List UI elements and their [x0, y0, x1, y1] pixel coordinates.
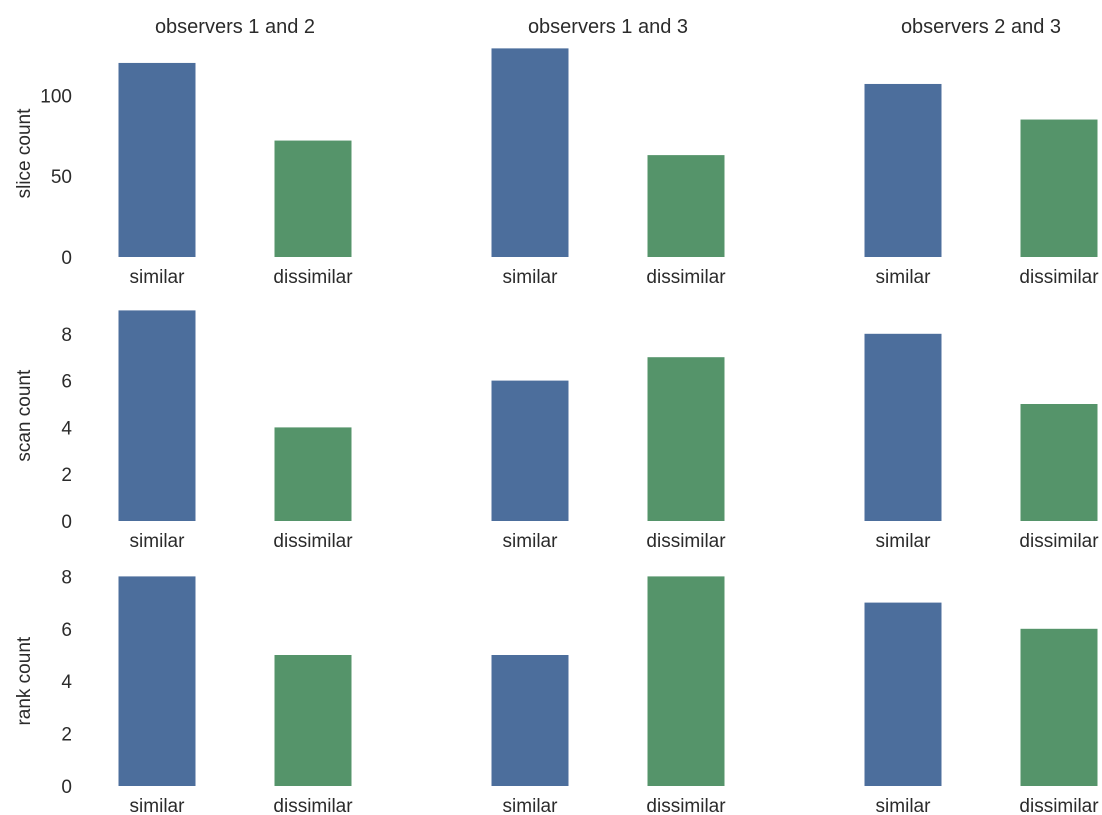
- y-tick-label: 8: [61, 567, 72, 588]
- bar-dissimilar: [647, 576, 725, 786]
- y-tick-label: 100: [40, 86, 72, 107]
- x-tick-label: similar: [130, 267, 186, 288]
- x-tick-label: similar: [503, 531, 559, 552]
- x-tick-label: dissimilar: [646, 531, 726, 552]
- x-tick-label: dissimilar: [273, 267, 353, 288]
- bar-dissimilar: [1020, 628, 1098, 786]
- y-tick-label: 2: [61, 725, 72, 746]
- panel-title-3: observers 2 and 3: [901, 16, 1061, 38]
- x-tick-label: dissimilar: [646, 796, 726, 815]
- bar-dissimilar: [647, 155, 725, 257]
- x-tick-label: similar: [876, 796, 932, 815]
- y-axis-label: slice count: [14, 108, 35, 198]
- x-tick-label: similar: [876, 267, 932, 288]
- y-tick-label: 8: [61, 325, 72, 346]
- bar-similar: [118, 576, 196, 786]
- x-tick-label: dissimilar: [646, 267, 726, 288]
- bar-dissimilar: [1020, 404, 1098, 521]
- bar-similar: [864, 333, 942, 521]
- bar-dissimilar: [274, 427, 352, 521]
- y-tick-label: 0: [61, 512, 72, 533]
- x-tick-label: dissimilar: [1019, 531, 1099, 552]
- x-tick-label: similar: [130, 531, 186, 552]
- bar-similar: [864, 602, 942, 786]
- x-tick-label: dissimilar: [1019, 796, 1099, 815]
- x-tick-label: dissimilar: [1019, 267, 1099, 288]
- y-tick-label: 6: [61, 620, 72, 641]
- x-tick-label: similar: [876, 531, 932, 552]
- bar-dissimilar: [1020, 119, 1098, 258]
- x-tick-label: dissimilar: [273, 796, 353, 815]
- bar-similar: [491, 48, 569, 258]
- x-tick-label: similar: [503, 796, 559, 815]
- x-tick-label: dissimilar: [273, 531, 353, 552]
- bar-similar: [491, 655, 569, 786]
- y-tick-label: 0: [61, 248, 72, 269]
- y-tick-label: 0: [61, 777, 72, 798]
- y-tick-label: 4: [61, 672, 72, 693]
- x-tick-label: similar: [503, 267, 559, 288]
- y-axis-label: rank count: [14, 636, 35, 725]
- y-axis-label: scan count: [14, 369, 35, 462]
- y-tick-label: 4: [61, 418, 72, 439]
- panel-title-1: observers 1 and 2: [155, 16, 315, 38]
- bar-similar: [118, 62, 196, 257]
- bar-similar: [864, 83, 942, 258]
- y-tick-label: 50: [51, 167, 72, 188]
- bar-similar: [491, 380, 569, 521]
- y-tick-label: 6: [61, 372, 72, 393]
- x-tick-label: similar: [130, 796, 186, 815]
- panel-title-2: observers 1 and 3: [528, 16, 688, 38]
- y-tick-label: 2: [61, 465, 72, 486]
- bar-similar: [118, 310, 196, 521]
- bar-dissimilar: [647, 357, 725, 521]
- bar-dissimilar: [274, 655, 352, 786]
- bar-dissimilar: [274, 140, 352, 257]
